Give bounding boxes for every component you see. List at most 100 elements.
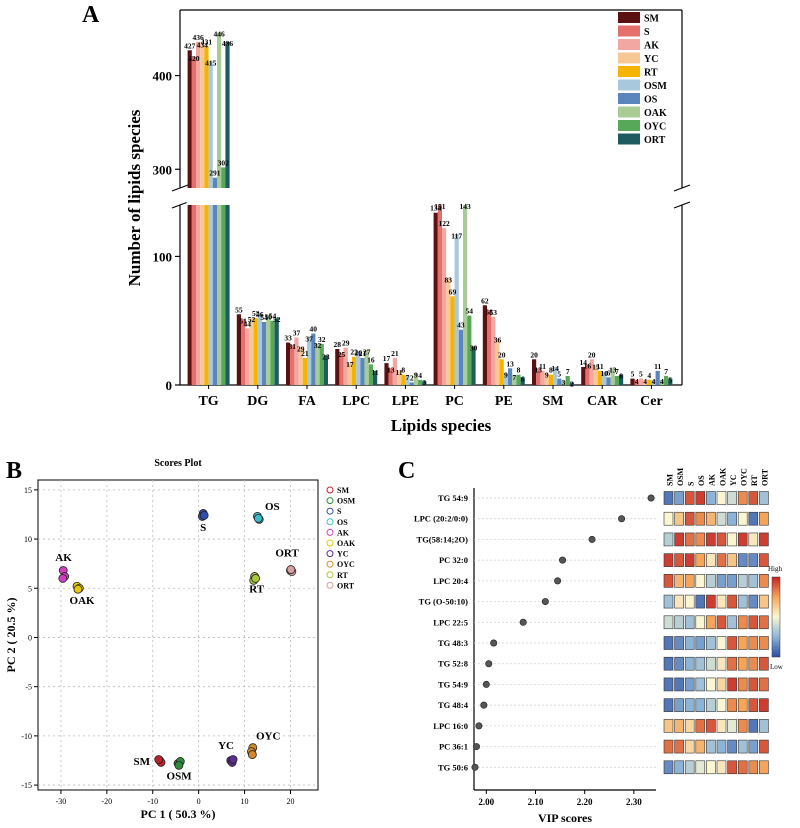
data-label: 431 [201,38,213,47]
bar [450,296,455,385]
data-label: 58 [485,307,493,316]
y-tick-label: 15 [24,486,32,495]
data-label: 9 [545,370,549,379]
heatmap-cell [759,739,769,754]
data-label: 7 [406,373,410,382]
data-label: 52 [248,315,256,324]
heatmap-cell [716,553,727,567]
heatmap-cell [759,491,769,505]
bar [323,355,328,385]
x-tick-label: PE [495,394,513,409]
y-tick-label: PC 36:1 [439,742,468,752]
heatmap-cell [759,677,769,692]
plot-frame [37,479,319,791]
bar [638,378,643,385]
legend-label: AK [644,41,659,52]
data-label: 37 [293,328,301,337]
legend-label: AK [337,528,350,537]
y-tick-label: LPC 16:0 [433,721,468,731]
heatmap-cell [748,656,759,671]
heatmap-cell [716,574,727,588]
legend-label: OYC [337,560,355,569]
bar [664,376,669,385]
heatmap-cell [727,739,737,754]
heatmap-cell [727,760,737,775]
data-label: 44 [244,319,252,328]
heatmap-cell [684,532,695,547]
bar [471,346,476,385]
legend-marker [326,497,334,505]
bar [335,349,340,385]
data-label: 27 [363,347,371,356]
bar-segment-upper [221,167,226,188]
group-label: YC [218,740,234,752]
data-label: 5 [557,370,561,379]
heatmap-cell [716,698,727,712]
y-tick-label: TG (O-50:10) [419,597,469,607]
bar [274,318,279,385]
bar [614,376,619,385]
legend-label: OAK [644,108,667,119]
data-label: 20 [498,350,506,359]
x-tick-label: SM [543,394,564,409]
heatmap-cell [748,677,759,692]
y-tick-label: 5 [28,584,32,593]
data-label: 33 [284,334,292,343]
legend-swatch [618,39,640,50]
data-label: 43 [457,321,465,330]
heatmap-column-label: RT [750,475,759,486]
heatmap-cell [674,574,684,588]
data-label: 436 [192,33,204,42]
heatmap-cell [759,760,769,775]
x-axis-title: Lipids species [391,416,492,435]
heatmap-cell [674,615,684,630]
bar [302,358,307,385]
bar-segment-upper [225,41,230,188]
bar [200,205,205,385]
legend-label: OSM [337,497,356,506]
legend-label: OYC [644,122,666,133]
score-point [154,755,164,764]
heatmap-column-label: AK [708,473,717,486]
data-label: 22 [350,348,358,357]
data-label: 20 [588,350,596,359]
bar [544,373,549,385]
bar [437,205,442,385]
heatmap-column-label: ORT [761,468,770,486]
heatmap-cell [727,532,737,547]
data-label: 11 [539,362,546,371]
bar [212,205,217,385]
bar [286,342,291,385]
heatmap-cell [748,532,759,547]
bar [217,205,222,385]
legend-marker [326,518,334,526]
vip-point [485,660,493,668]
x-tick-label: Cer [640,394,663,409]
y-axis-title: PC 2 ( 20.5 %) [4,598,18,673]
heatmap-cell [748,553,759,567]
heatmap-cell [674,677,684,692]
heatmap-cell [716,532,727,547]
bar [253,318,258,385]
bar [659,379,664,385]
heatmap-cell [663,553,674,567]
heatmap-cell [663,677,674,692]
data-label: 7 [566,367,570,376]
data-label: 134 [430,204,442,213]
heatmap-cell [706,574,716,588]
y-tick-label: TG 50:6 [438,762,468,772]
bar-segment-upper [208,61,213,188]
data-label: 291 [209,169,221,178]
heatmap-cell [748,511,759,526]
bar [643,379,648,385]
heatmap-column-label: OSM [676,467,685,486]
x-tick-label: -20 [102,797,113,806]
data-label: 302 [218,158,230,167]
bar [581,367,586,385]
bar [655,370,660,385]
bar [463,205,468,385]
bar [606,377,611,385]
heatmap-cell [674,636,684,650]
bar-segment-upper [200,43,205,188]
heatmap-cell [695,594,706,609]
